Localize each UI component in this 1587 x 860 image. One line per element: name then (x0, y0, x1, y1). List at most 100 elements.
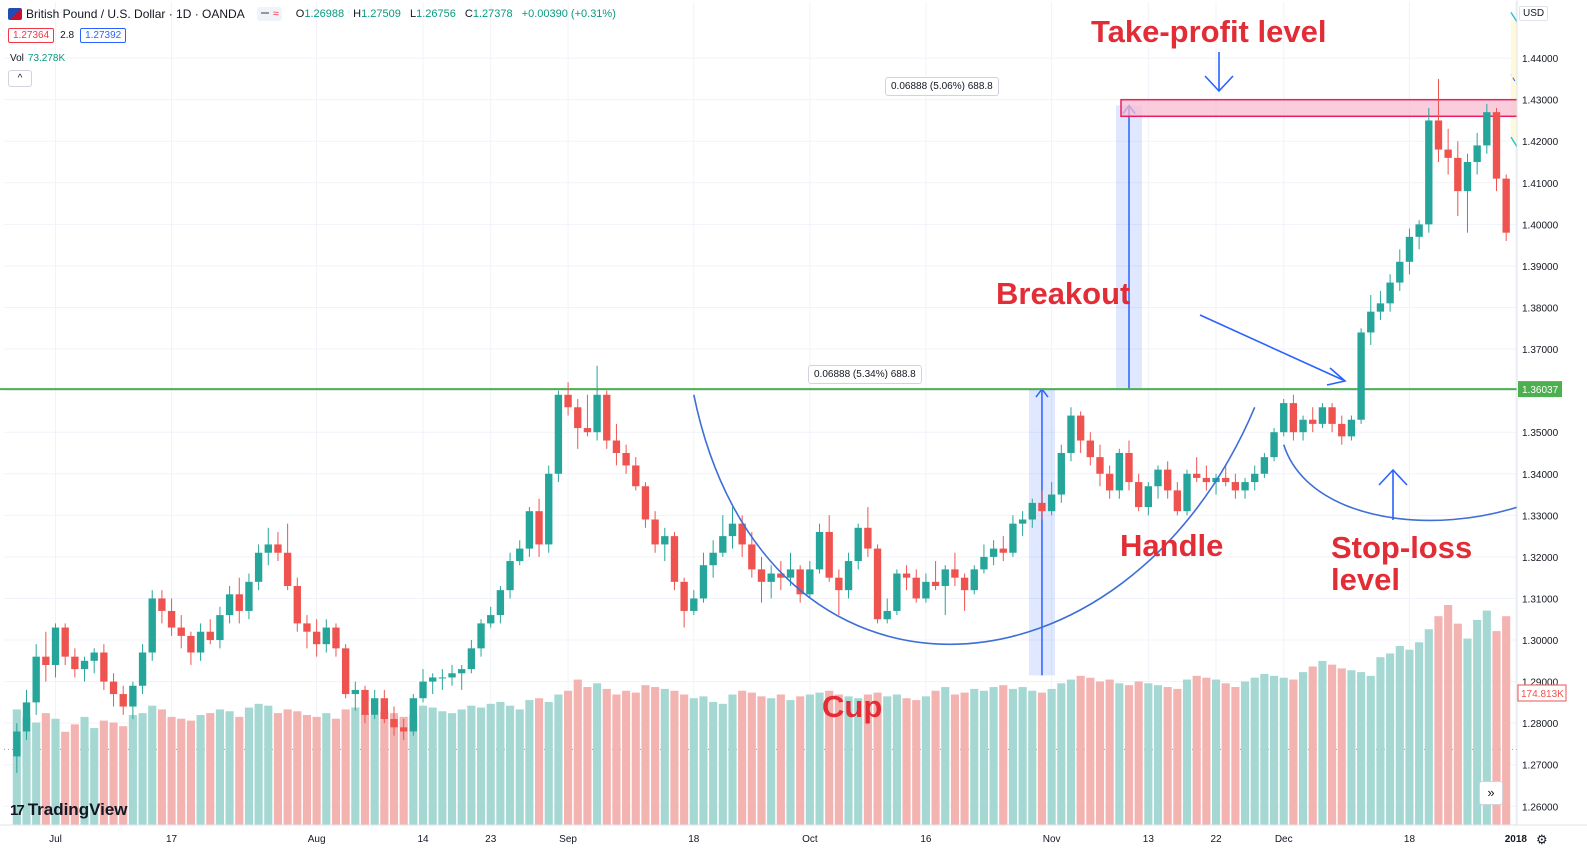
candle (719, 515, 727, 557)
candle (187, 631, 195, 665)
compare-toggle[interactable]: ≈ (256, 7, 282, 21)
candle-body (525, 511, 534, 549)
candle-body (283, 552, 292, 586)
candle-body (1299, 419, 1307, 433)
candle (680, 577, 688, 628)
volume-bar (1047, 688, 1056, 825)
candle (931, 561, 940, 591)
currency-selector[interactable]: USD (1519, 6, 1549, 21)
volume-bar (196, 715, 205, 825)
candle (312, 619, 321, 657)
volume-bar (1337, 668, 1346, 825)
volume-bar (1037, 692, 1047, 825)
candle (235, 577, 243, 624)
candle-body (1367, 311, 1375, 333)
volume-bar (467, 705, 476, 825)
volume-bar (1376, 657, 1385, 825)
candle (728, 507, 737, 549)
chart-settings-icon[interactable]: ⚙ (1536, 832, 1548, 847)
candle-body (71, 656, 79, 670)
candle (303, 615, 311, 649)
candle (999, 536, 1007, 562)
candle-body (1057, 452, 1065, 495)
candle (603, 390, 611, 449)
price-tick-label: 1.30000 (1522, 636, 1559, 647)
ohlc-high: 1.27509 (361, 8, 401, 20)
volume-bar (1153, 685, 1163, 825)
volume-bar (554, 694, 563, 825)
buy-button[interactable]: 1.27392 (80, 28, 127, 43)
candle (1105, 465, 1114, 499)
candle-body (554, 394, 563, 474)
candle (138, 644, 147, 695)
candle-body (777, 573, 785, 578)
candle-body (912, 577, 920, 599)
volume-bar (61, 731, 70, 825)
tradingview-logo[interactable]: 17 TradingView (10, 800, 128, 820)
candle-body (835, 577, 843, 591)
candle-body (1067, 415, 1075, 453)
volume-bar (1124, 685, 1134, 825)
volume-bar (1347, 670, 1356, 825)
candle (283, 523, 292, 591)
candle-body (148, 598, 156, 653)
volume-bar (1444, 605, 1453, 825)
volume-bar (670, 690, 679, 825)
candle (100, 644, 108, 690)
candle (1144, 482, 1153, 516)
volume-bar (1386, 653, 1395, 825)
scroll-to-realtime-button[interactable]: » (1479, 781, 1503, 805)
volume-bar (873, 692, 882, 825)
candle (264, 527, 272, 566)
sell-button[interactable]: 1.27364 (8, 28, 55, 43)
candle (1164, 461, 1172, 499)
candle-body (931, 581, 940, 586)
cup-curve (693, 394, 1256, 645)
candle (661, 527, 669, 562)
volume-bar (235, 716, 244, 825)
collapse-legend-button[interactable]: ^ (8, 70, 32, 87)
ohlc-close-label: C (464, 8, 473, 20)
candle (1309, 407, 1317, 433)
volume-bar (622, 690, 631, 825)
candle-body (651, 519, 659, 545)
candle (699, 552, 708, 603)
candle (1434, 78, 1443, 163)
candle (1396, 249, 1404, 291)
volume-bar (148, 705, 157, 825)
volume-bar (631, 692, 640, 825)
candle-body (1115, 452, 1124, 491)
candle (274, 531, 282, 562)
volume-bar (1182, 679, 1192, 825)
candle-body (612, 440, 621, 453)
candle-body (873, 548, 882, 620)
candle (167, 598, 176, 636)
candle-body (1076, 415, 1085, 441)
ohlc-open-label: O (295, 8, 305, 20)
candle (670, 531, 679, 591)
volume-bar (302, 715, 312, 825)
candle (71, 648, 79, 678)
candle (1193, 457, 1201, 483)
candle (61, 623, 69, 665)
symbol-title[interactable]: British Pound / U.S. Dollar · 1D · OANDA (26, 7, 245, 21)
volume-bar (1221, 683, 1230, 825)
candle (1502, 174, 1510, 242)
volume-bar (486, 703, 495, 825)
measure-label-target: 0.06888 (5.06%) 688.8 (885, 77, 999, 96)
candle (487, 606, 495, 628)
candle (1454, 141, 1462, 217)
ohlc-readout: O1.26988 H1.27509 L1.26756 C1.27378 +0.0… (296, 8, 622, 20)
volume-bar (1405, 649, 1414, 825)
time-tick-label: 18 (1404, 834, 1416, 845)
candle (574, 398, 582, 449)
candle-body (206, 631, 214, 641)
volume-bar (805, 694, 814, 825)
candle-body (167, 610, 176, 628)
candle (148, 590, 156, 661)
handle-annotation: Handle (1120, 528, 1224, 563)
volume-bar (844, 696, 853, 825)
volume-bar (1057, 683, 1066, 825)
volume-value-tag-text: 174.813K (1521, 689, 1564, 700)
